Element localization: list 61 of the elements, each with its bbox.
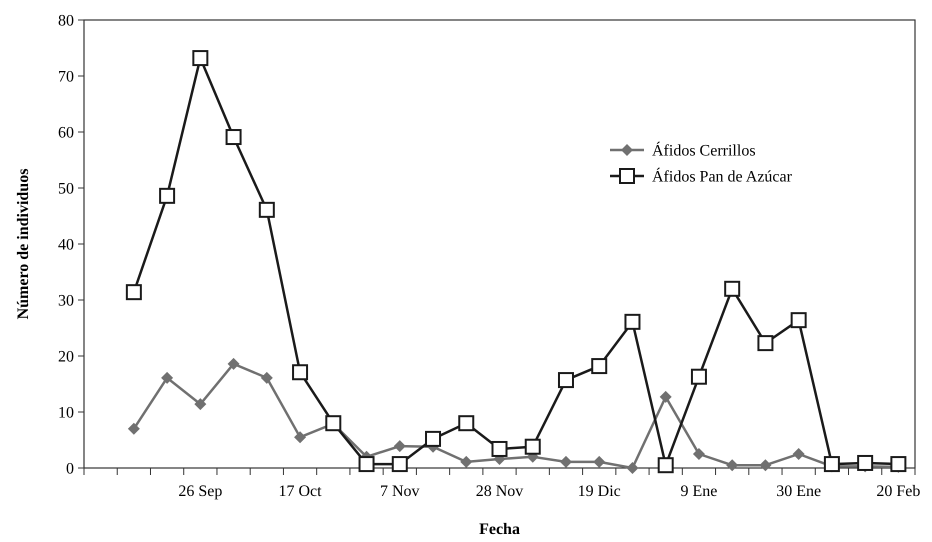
point [692,448,705,460]
point [658,457,674,474]
x-tick-label: 28 Nov [476,483,524,500]
x-tick-label: 26 Sep [178,483,222,500]
point [358,456,375,472]
point [757,335,774,352]
point [392,456,408,472]
point [660,390,672,403]
y-tick-label: 20 [58,348,74,366]
y-axis-title: Número de individuos [15,168,32,320]
point [824,456,840,472]
y-tick-label: 30 [58,292,74,310]
x-tick-label: 30 Ene [776,483,822,500]
y-tick-label: 70 [58,68,74,86]
point [458,415,474,432]
point [228,358,240,370]
point [192,50,208,66]
point [492,440,508,457]
point [325,415,342,432]
point [857,454,874,471]
y-tick-label: 10 [58,404,74,422]
point [890,456,906,472]
x-tick-label: 9 Ene [680,483,718,500]
y-tick-label: 80 [58,12,74,30]
y-tick-label: 50 [58,180,74,198]
point [292,364,308,380]
point [394,440,406,452]
point [560,456,572,468]
point [726,459,738,472]
point [591,358,608,374]
point [126,284,142,300]
point [161,372,174,384]
point [724,280,740,297]
point [624,314,640,330]
point [258,202,275,218]
point [626,462,638,474]
point [790,312,807,328]
point [690,368,707,385]
legend-label: Áfidos Cerrillos [652,142,756,160]
point [759,459,772,472]
x-tick-label: 19 Dic [578,483,621,500]
point [194,398,206,410]
point [524,438,541,455]
point [792,448,805,460]
x-tick-label: 17 Oct [278,483,322,500]
legend-label: Áfidos Pan de Azúcar [652,168,793,186]
point [294,431,306,444]
point [159,188,176,204]
point [128,422,140,435]
point [260,372,273,384]
y-tick-label: 0 [66,460,74,478]
point [593,456,606,468]
point [226,129,242,146]
y-tick-label: 60 [58,124,74,142]
point [425,430,442,447]
x-axis-title: Fecha [479,521,520,538]
x-tick-label: 20 Feb [876,483,920,500]
y-tick-label: 40 [58,236,74,254]
x-tick-label: 7 Nov [380,483,420,500]
point [460,456,472,468]
point [558,372,574,388]
